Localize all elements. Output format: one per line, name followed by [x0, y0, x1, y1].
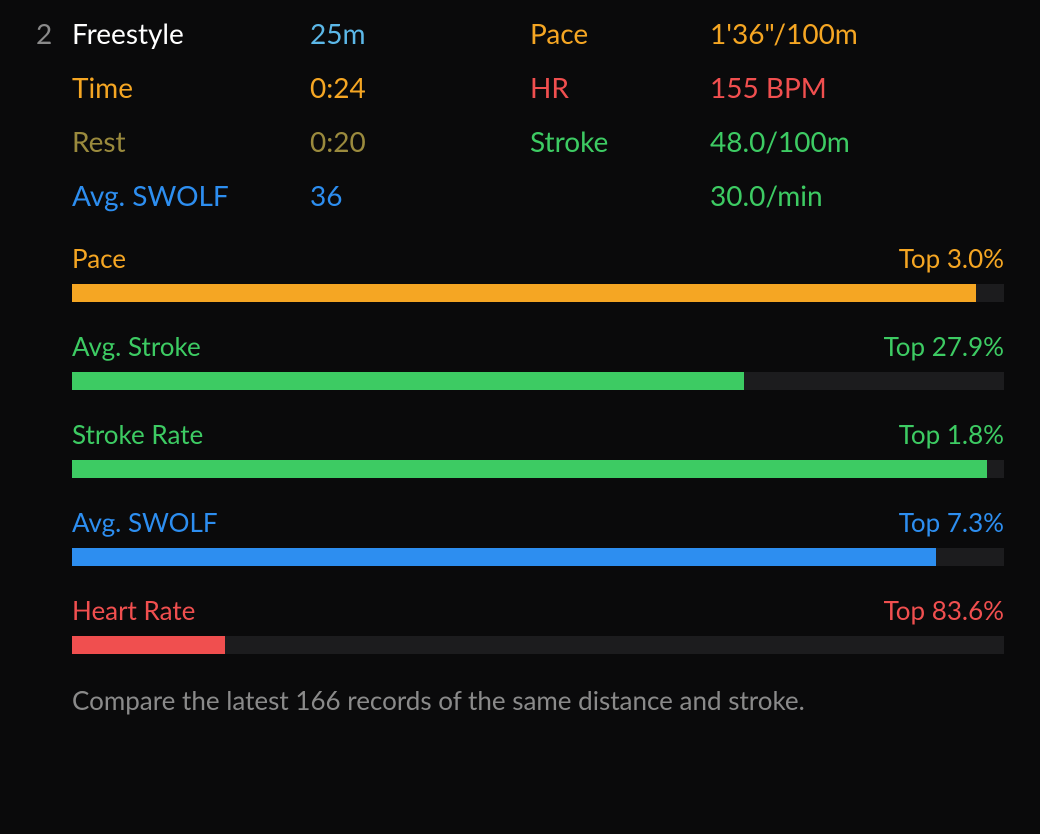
bar-header: Avg. Stroke Top 27.9% — [72, 330, 1004, 362]
bar-block: Stroke Rate Top 1.8% — [72, 418, 1004, 478]
bar-fill — [72, 548, 936, 566]
bar-label: Heart Rate — [72, 594, 195, 626]
bar-rank: Top 83.6% — [884, 594, 1004, 626]
lap-index: 2 — [36, 16, 72, 50]
bar-header: Avg. SWOLF Top 7.3% — [72, 506, 1004, 538]
bar-rank: Top 7.3% — [899, 506, 1004, 538]
bar-track — [72, 372, 1004, 390]
stats-row-1: Time 0:24 HR 155 BPM — [36, 70, 1004, 104]
bar-label: Pace — [72, 242, 126, 274]
swolf-value: 36 — [310, 178, 530, 212]
bar-fill — [72, 636, 225, 654]
bar-track — [72, 548, 1004, 566]
stroke-value: 48.0/100m — [710, 124, 850, 158]
bar-track — [72, 636, 1004, 654]
bar-label: Stroke Rate — [72, 418, 203, 450]
time-label: Time — [72, 70, 310, 104]
bar-fill — [72, 460, 987, 478]
rest-label: Rest — [72, 124, 310, 158]
pace-value: 1'36"/100m — [710, 16, 858, 50]
bar-block: Heart Rate Top 83.6% — [72, 594, 1004, 654]
bar-header: Heart Rate Top 83.6% — [72, 594, 1004, 626]
rest-value: 0:20 — [310, 124, 530, 158]
bar-rank: Top 3.0% — [899, 242, 1004, 274]
stats-row-2: Rest 0:20 Stroke 48.0/100m — [36, 124, 1004, 158]
stats-grid: 2 Freestyle 25m Pace 1'36"/100m Time 0:2… — [36, 16, 1004, 212]
bar-block: Avg. SWOLF Top 7.3% — [72, 506, 1004, 566]
bar-track — [72, 460, 1004, 478]
bar-fill — [72, 284, 976, 302]
stroke-rate-value: 30.0/min — [710, 178, 823, 212]
bar-rank: Top 27.9% — [884, 330, 1004, 362]
bar-block: Pace Top 3.0% — [72, 242, 1004, 302]
bar-header: Stroke Rate Top 1.8% — [72, 418, 1004, 450]
pace-label: Pace — [530, 16, 710, 50]
comparison-bars: Pace Top 3.0% Avg. Stroke Top 27.9% Stroke R… — [36, 242, 1004, 718]
bar-header: Pace Top 3.0% — [72, 242, 1004, 274]
hr-label: HR — [530, 70, 710, 104]
stroke-label: Stroke — [530, 124, 710, 158]
bar-rank: Top 1.8% — [899, 418, 1004, 450]
stats-row-3: Avg. SWOLF 36 30.0/min — [36, 178, 1004, 212]
stats-row-0: 2 Freestyle 25m Pace 1'36"/100m — [36, 16, 1004, 50]
distance-value: 25m — [310, 16, 530, 50]
bar-track — [72, 284, 1004, 302]
stroke-type: Freestyle — [72, 16, 310, 50]
time-value: 0:24 — [310, 70, 530, 104]
bar-label: Avg. SWOLF — [72, 506, 218, 538]
swolf-label: Avg. SWOLF — [72, 178, 310, 212]
comparison-footnote: Compare the latest 166 records of the sa… — [72, 682, 832, 718]
bar-fill — [72, 372, 744, 390]
bar-block: Avg. Stroke Top 27.9% — [72, 330, 1004, 390]
bar-label: Avg. Stroke — [72, 330, 201, 362]
hr-value: 155 BPM — [710, 70, 827, 104]
